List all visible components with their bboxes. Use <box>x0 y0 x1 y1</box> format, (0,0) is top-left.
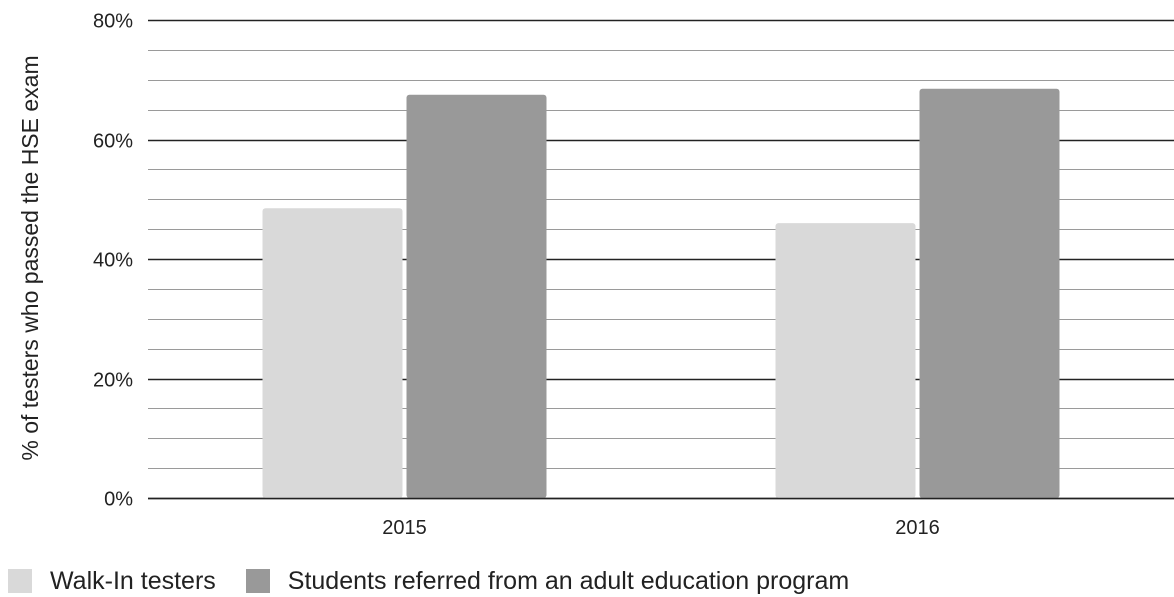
bar-2016-series-1 <box>775 223 916 498</box>
y-tick-label: 60% <box>93 131 133 153</box>
bar-2016-series-2 <box>919 88 1060 499</box>
legend-label-referred: Students referred from an adult educatio… <box>287 566 850 595</box>
y-tick-label: 20% <box>93 370 133 392</box>
y-tick-label: 0% <box>104 489 133 511</box>
bar-2015-series-2 <box>406 94 547 498</box>
bar-2015-series-1 <box>262 208 403 498</box>
y-tick-label: 80% <box>93 11 133 33</box>
legend-item-walk-in: Walk-In testers <box>8 567 216 596</box>
y-axis-label: % of testers who passed the HSE exam <box>17 55 43 460</box>
x-tick-label: 2015 <box>382 517 427 539</box>
legend-item-referred: Students referred from an adult educatio… <box>245 566 850 596</box>
x-tick-label: 2016 <box>895 517 940 539</box>
legend: Walk-In testers Students referred from a… <box>8 565 879 597</box>
legend-label-walk-in: Walk-In testers <box>50 566 216 595</box>
legend-swatch-referred <box>245 569 270 593</box>
bars <box>148 88 1174 500</box>
legend-swatch-walk-in <box>8 569 32 593</box>
x-axis-tick-labels: 2015 2016 <box>382 517 940 539</box>
y-axis-tick-labels: 0% 20% 40% 60% 80% <box>93 11 133 511</box>
y-tick-label: 40% <box>93 250 133 272</box>
